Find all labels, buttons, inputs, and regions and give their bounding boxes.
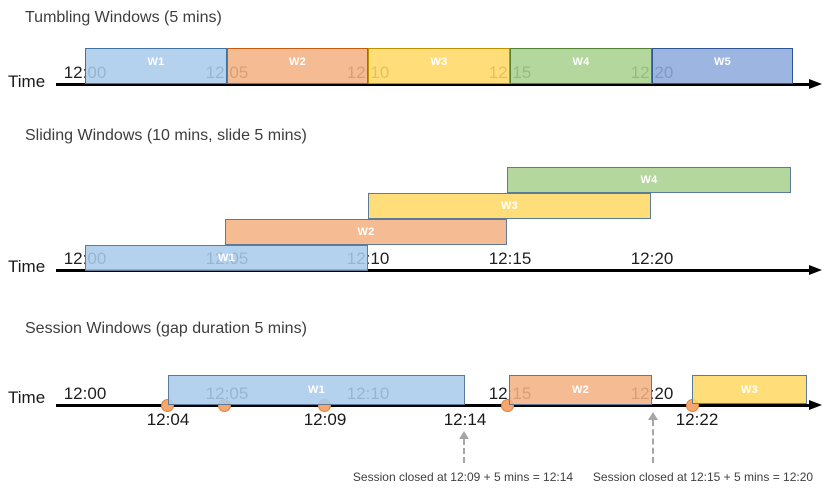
callout-arrow-line xyxy=(463,439,465,463)
tumbling-window-w2: W2 xyxy=(227,48,368,84)
window-label: W4 xyxy=(640,174,658,186)
sliding-section-title: Sliding Windows (10 mins, slide 5 mins) xyxy=(25,127,307,144)
sliding-window-w3: W3 xyxy=(368,193,651,219)
session-window-w2: W2 xyxy=(509,375,652,405)
callout-arrowhead-icon xyxy=(459,431,469,439)
tumbling-time-axis-label: Time xyxy=(8,72,46,91)
tumbling-section-title: Tumbling Windows (5 mins) xyxy=(25,9,222,26)
callout-arrow-line xyxy=(652,420,654,463)
session-time-axis-label: Time xyxy=(8,388,46,407)
session-close-annotation-2: Session closed at 12:15 + 5 mins = 12:20 xyxy=(592,470,814,484)
close-time-1214: 12:14 xyxy=(443,410,487,429)
sliding-tick-1215: 12:15 xyxy=(488,249,532,268)
sliding-window-w4: W4 xyxy=(507,167,791,193)
session-close-annotation-1: Session closed at 12:09 + 5 mins = 12:14 xyxy=(352,470,574,484)
callout-arrowhead-icon xyxy=(648,412,658,420)
window-label: W3 xyxy=(430,56,448,68)
sliding-timeline-arrow-icon xyxy=(809,265,822,275)
sliding-window-w1: W1 xyxy=(85,245,368,271)
tumbling-window-w1: W1 xyxy=(85,48,227,84)
sliding-tick-1220: 12:20 xyxy=(630,249,674,268)
session-timeline-arrow-icon xyxy=(809,400,822,410)
window-label: W2 xyxy=(357,226,375,238)
tumbling-window-w3: W3 xyxy=(368,48,510,84)
sliding-time-axis-label: Time xyxy=(8,257,46,276)
tumbling-window-w4: W4 xyxy=(510,48,652,84)
window-label: W1 xyxy=(217,252,236,264)
window-label: W2 xyxy=(571,384,590,396)
session-window-w3: W3 xyxy=(692,375,807,404)
event-time-1204: 12:04 xyxy=(146,410,190,429)
sliding-window-w2: W2 xyxy=(225,219,507,245)
window-label: W1 xyxy=(147,56,165,68)
window-label: W4 xyxy=(572,56,590,68)
window-label: W3 xyxy=(500,200,519,212)
tumbling-timeline xyxy=(56,83,809,86)
session-tick-1200: 12:00 xyxy=(63,384,107,403)
tumbling-timeline-arrow-icon xyxy=(809,79,822,89)
event-time-1209: 12:09 xyxy=(303,410,347,429)
window-label: W3 xyxy=(740,383,759,396)
session-section-title: Session Windows (gap duration 5 mins) xyxy=(25,320,307,337)
window-label: W2 xyxy=(288,56,307,68)
window-label: W5 xyxy=(713,56,732,68)
window-label: W1 xyxy=(307,384,326,396)
session-timeline xyxy=(56,404,809,407)
tumbling-window-w5: W5 xyxy=(652,48,793,84)
sliding-timeline xyxy=(56,269,809,272)
session-window-w1: W1 xyxy=(168,375,465,405)
event-time-1222: 12:22 xyxy=(675,410,719,429)
